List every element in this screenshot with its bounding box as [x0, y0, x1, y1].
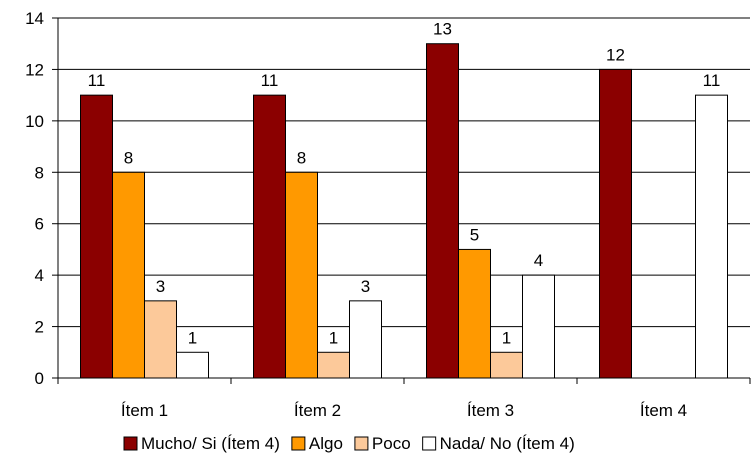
legend-swatch [422, 436, 437, 451]
legend-swatch [123, 436, 138, 451]
y-tick-label: 0 [35, 369, 44, 388]
data-label: 12 [606, 45, 625, 64]
bar [426, 43, 459, 379]
legend-label: Mucho/ Si (Ítem 4) [141, 434, 280, 453]
x-category-label: Ítem 4 [640, 401, 687, 420]
y-tick-label: 2 [35, 318, 44, 337]
data-label: 3 [156, 277, 165, 296]
data-label: 1 [329, 328, 338, 347]
bar [285, 171, 318, 379]
bar [599, 68, 632, 379]
x-category-label: Ítem 3 [467, 401, 514, 420]
data-label: 5 [470, 225, 479, 244]
bar [695, 94, 728, 379]
data-label: 1 [502, 328, 511, 347]
bar [176, 351, 209, 379]
x-category-label: Ítem 2 [294, 401, 341, 420]
y-tick-label: 6 [35, 215, 44, 234]
bar [112, 171, 145, 379]
data-label: 8 [124, 148, 133, 167]
bar [253, 94, 286, 379]
legend-swatch [291, 436, 306, 451]
data-label: 8 [297, 148, 306, 167]
legend-label: Poco [372, 434, 411, 453]
y-tick-label: 12 [25, 60, 44, 79]
bar [349, 300, 382, 379]
data-label: 11 [703, 71, 721, 90]
bar [144, 300, 177, 379]
data-label: 11 [261, 71, 279, 90]
data-label: 4 [534, 251, 543, 270]
y-tick-label: 10 [25, 112, 44, 131]
legend-label: Nada/ No (Ítem 4) [440, 434, 575, 453]
bar [317, 351, 350, 379]
y-tick-label: 14 [25, 9, 44, 28]
bar [522, 274, 555, 379]
data-label: 3 [361, 277, 370, 296]
legend-label: Algo [309, 434, 343, 453]
legend-swatch [354, 436, 369, 451]
data-label: 11 [88, 71, 106, 90]
bar [490, 351, 523, 379]
y-tick-label: 8 [35, 163, 44, 182]
x-category-label: Ítem 1 [121, 401, 168, 420]
bar [458, 248, 491, 379]
data-label: 1 [188, 328, 197, 347]
bar [80, 94, 113, 379]
y-tick-label: 4 [35, 266, 44, 285]
data-label: 13 [433, 20, 452, 39]
